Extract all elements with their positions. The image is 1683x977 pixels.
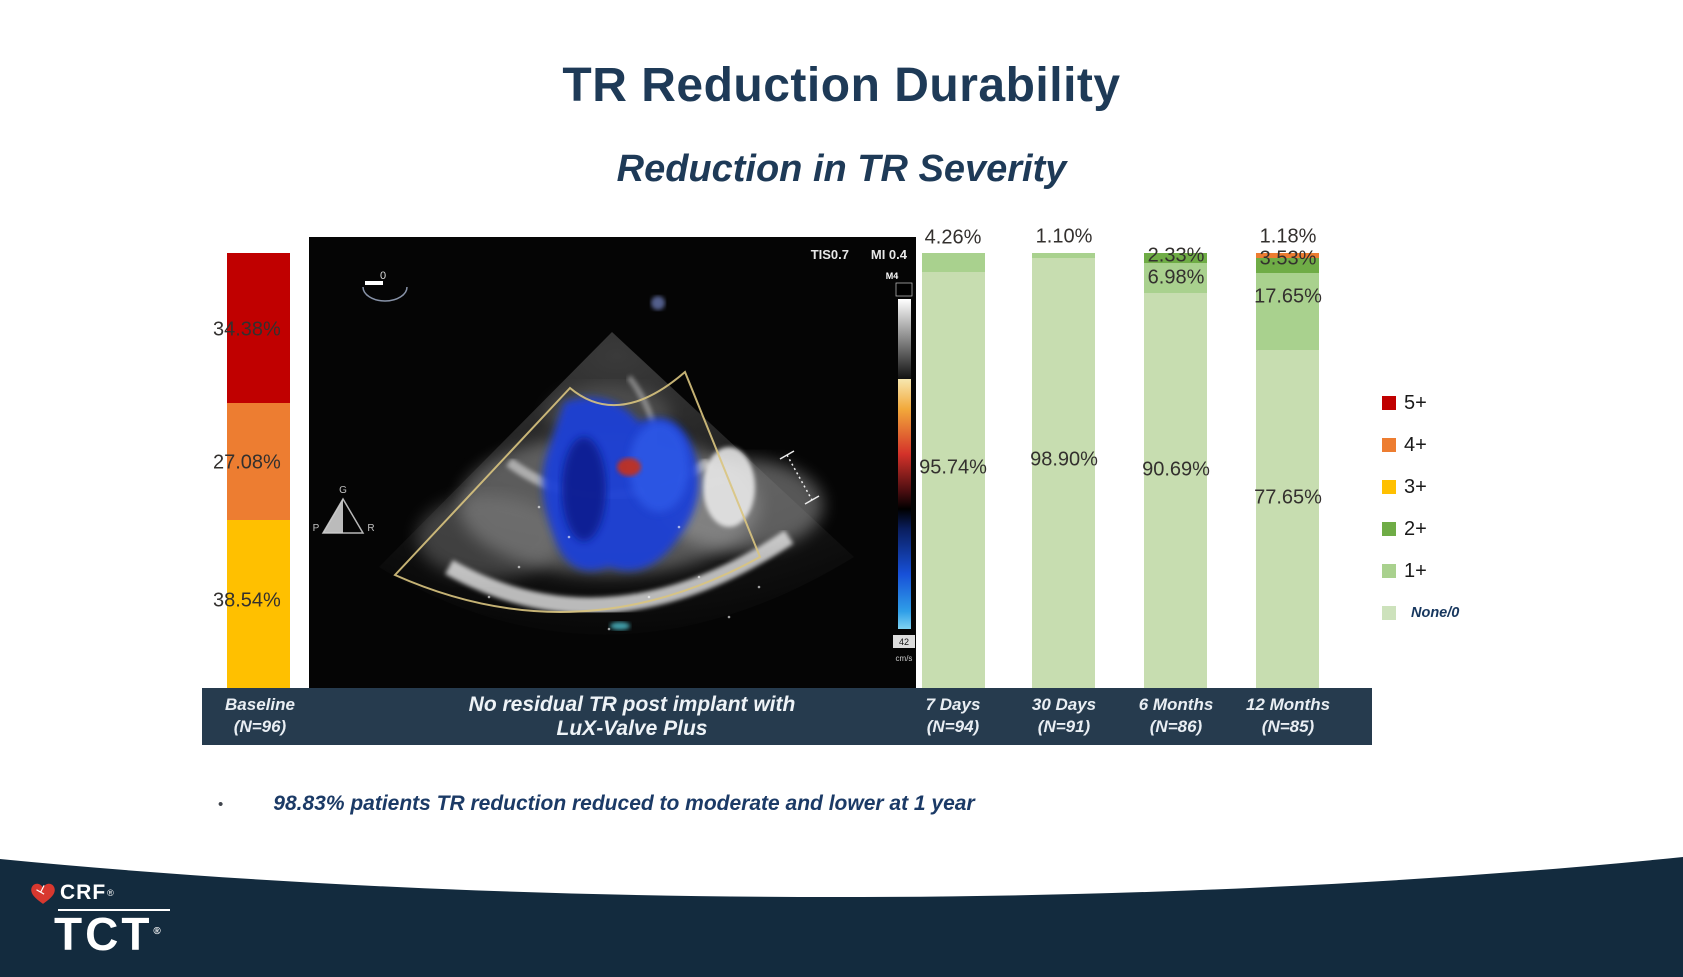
bar-segment — [227, 253, 290, 403]
bar-value-label: 38.54% — [213, 589, 281, 612]
bar-segment — [1032, 257, 1095, 688]
legend-item: 2+ — [1382, 518, 1427, 540]
bar-value-label: 2.33% — [1147, 244, 1205, 267]
doppler-color-scale: M4 42 cm/s — [886, 271, 915, 663]
bar-value-label: 1.10% — [1035, 225, 1093, 248]
echo-caption: No residual TR post implant with LuX-Val… — [322, 693, 942, 741]
mi-readout: MI 0.4 — [871, 247, 908, 262]
bar-segment — [1032, 253, 1095, 258]
measurement-caliper — [779, 450, 820, 505]
x-axis-strip: No residual TR post implant with LuX-Val… — [202, 688, 1372, 745]
pgr-orientation-triangle: G P R — [313, 485, 375, 534]
bar-segment — [922, 253, 985, 272]
bar-value-label: 77.65% — [1254, 486, 1322, 509]
tct-logo: CRF ® TCT® — [30, 880, 170, 957]
bar-segment — [1144, 293, 1207, 688]
doppler-jet — [542, 296, 699, 630]
legend-label: 4+ — [1404, 433, 1427, 456]
crf-reg-mark: ® — [107, 888, 114, 898]
bar-segment — [1256, 253, 1319, 259]
legend-label: 2+ — [1404, 517, 1427, 540]
echo-caption-line2: LuX-Valve Plus — [556, 717, 708, 741]
legend-swatch — [1382, 438, 1396, 452]
crf-wordmark: CRF — [60, 881, 107, 904]
legend-label: None/0 — [1411, 605, 1460, 621]
bar-value-label: 98.90% — [1030, 448, 1098, 471]
tct-reg-mark: ® — [153, 925, 164, 937]
echo-caption-line1: No residual TR post implant with — [468, 693, 796, 716]
bar-value-label: 34.38% — [213, 318, 281, 341]
legend-item: None/0 — [1382, 602, 1459, 624]
bar-value-label: 90.69% — [1142, 458, 1210, 481]
legend-label: 5+ — [1404, 391, 1427, 414]
x-axis-label: Baseline (N=96) — [225, 695, 295, 736]
tct-wordmark: TCT — [54, 908, 153, 960]
bar-segment — [227, 402, 290, 521]
bar-segment — [1256, 273, 1319, 351]
svg-text:R: R — [367, 523, 374, 534]
legend-label: 3+ — [1404, 475, 1427, 498]
legend-swatch — [1382, 522, 1396, 536]
bar-value-label: 95.74% — [919, 456, 987, 479]
svg-text:G: G — [339, 485, 347, 496]
tis-readout: TIS0.7 — [811, 247, 849, 262]
bar-segment — [1256, 258, 1319, 274]
x-axis-label: 6 Months (N=86) — [1138, 695, 1214, 736]
svg-text:M4: M4 — [886, 271, 899, 281]
doppler-red-spot — [617, 458, 641, 476]
bar-value-label: 27.08% — [213, 451, 281, 474]
bullet-marker: • — [218, 796, 224, 813]
legend-label: 1+ — [1404, 559, 1427, 582]
legend-item: 4+ — [1382, 434, 1427, 456]
bar-segment — [1256, 350, 1319, 689]
svg-text:42: 42 — [899, 637, 909, 647]
orientation-marker: 0 — [362, 270, 408, 302]
legend-item: 5+ — [1382, 392, 1427, 414]
bar-segment — [1144, 263, 1207, 294]
legend-swatch — [1382, 396, 1396, 410]
x-axis-label: 7 Days (N=94) — [925, 695, 981, 736]
page-title: TR Reduction Durability — [562, 59, 1121, 112]
svg-text:P: P — [313, 523, 320, 534]
bar-segment — [922, 271, 985, 688]
x-axis-label: 30 Days (N=91) — [1031, 695, 1097, 736]
legend-item: 3+ — [1382, 476, 1427, 498]
bar-segment — [227, 520, 290, 688]
doppler-roi-outline — [393, 370, 762, 613]
bullet-text: 98.83% patients TR reduction reduced to … — [273, 792, 975, 815]
footer-swoosh — [0, 857, 1683, 977]
bar-segment — [1144, 253, 1207, 264]
echocardiogram-image: 0 G P R TIS0.7 MI 0.4 M4 — [309, 237, 916, 688]
legend-item: 1+ — [1382, 560, 1427, 582]
legend-swatch — [1382, 564, 1396, 578]
bar-value-label: 4.26% — [924, 226, 982, 249]
logo-divider — [58, 909, 170, 911]
chart-subtitle: Reduction in TR Severity — [616, 148, 1067, 190]
zero-label: 0 — [380, 270, 386, 282]
bar-value-label: 3.53% — [1259, 247, 1317, 270]
legend-swatch — [1382, 606, 1396, 620]
bar-value-label: 17.65% — [1254, 285, 1322, 308]
x-axis-label: 12 Months (N=85) — [1245, 695, 1331, 736]
svg-text:cm/s: cm/s — [896, 654, 913, 663]
legend-swatch — [1382, 480, 1396, 494]
bar-value-label: 1.18% — [1259, 225, 1317, 248]
speckle-dots — [487, 505, 761, 631]
crf-heart-icon — [31, 883, 55, 904]
bullet-row: • 98.83% patients TR reduction reduced t… — [218, 792, 1318, 816]
bar-value-label: 6.98% — [1147, 266, 1205, 289]
